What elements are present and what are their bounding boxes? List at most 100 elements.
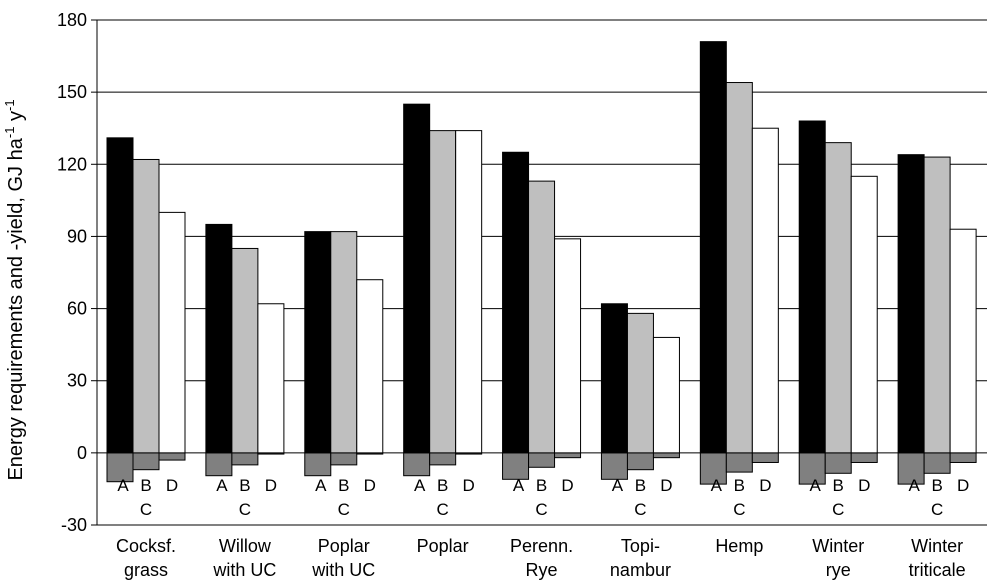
bar-letter: A [315,476,327,495]
category-label: rye [826,560,851,580]
category-label: triticale [909,560,966,580]
bar-b [725,82,753,454]
y-tick-label: 120 [57,154,87,174]
bar-negative [403,452,431,477]
bar-negative [798,452,826,485]
category-labels: Cocksf. grass Willow with UC Poplar with UC Po… [116,536,966,580]
bar-a [205,223,233,454]
bar-letter: A [711,476,723,495]
bar-letter: D [561,476,573,495]
bar-d [949,228,977,454]
bar-letter: A [908,476,920,495]
bar-d [751,127,779,454]
bar-d [652,336,680,454]
category-label: Poplar [417,536,469,556]
bar-negative [626,452,654,471]
bar-letter: D [166,476,178,495]
bar-letter: A [117,476,129,495]
bar-negative [751,452,779,463]
bar-negative [304,452,332,477]
bar-negative [824,452,852,474]
bar-negative [725,452,753,473]
bar-letter: D [364,476,376,495]
y-tick-label: -30 [61,515,87,535]
bar-b [132,158,160,454]
bar-b [626,312,654,454]
bar-letter: B [734,476,745,495]
bar-d [356,279,384,454]
category-label: with UC [212,560,276,580]
category-label: with UC [311,560,375,580]
category-label: Rye [526,560,558,580]
bar-letter: B [338,476,349,495]
bar-letter: C [338,500,350,519]
bar-letter: B [437,476,448,495]
y-tick-labels: 180 150 120 90 60 30 0 -30 [57,10,87,535]
y-axis-label: Energy requirements and -yield, GJ ha-1 … [2,99,27,480]
bar-letter: A [612,476,624,495]
category-label: Perenn. [510,536,573,556]
y-tick-label: 90 [67,226,87,246]
category-label: Topi- [621,536,660,556]
bar-d [257,303,285,454]
bar-a [600,303,628,454]
bar-letter: B [833,476,844,495]
bar-b [528,180,556,454]
category-label: grass [124,560,168,580]
bar-letter: A [414,476,426,495]
bar-letter: D [265,476,277,495]
bar-negative [528,452,556,468]
bar-negative [949,452,977,463]
bar-negative [897,452,925,485]
bar-letter: B [536,476,547,495]
bar-letter: B [239,476,250,495]
bar-b [330,231,358,454]
bar-letter-labels: A B DCA B DCA B DCA B DCA B DCA B DCA B DCA B DCA B DC [117,476,969,519]
axes [91,19,987,526]
category-label: Cocksf. [116,536,176,556]
bar-letter: A [810,476,822,495]
category-label: Hemp [715,536,763,556]
category-label: Winter [911,536,963,556]
bar-a [403,103,431,454]
bar-negative [106,452,134,483]
bar-b [429,130,457,454]
bar-letter: B [635,476,646,495]
bar-letter: A [513,476,525,495]
bar-a [897,154,925,454]
bar-d [850,175,878,454]
category-label: nambur [610,560,671,580]
bar-a [798,120,826,454]
bar-a [699,41,727,454]
bar-negative [330,452,358,466]
bar-letter: C [239,500,251,519]
bar-negative [554,452,582,459]
bar-negative [205,452,233,477]
bar-letter: D [957,476,969,495]
bar-letter: C [634,500,646,519]
bar-negative [231,452,259,466]
bar-negative [652,452,680,459]
bar-letter: D [463,476,475,495]
y-tick-label: 0 [77,443,87,463]
bar-d [554,238,582,454]
bar-negative [429,452,457,466]
category-label: Poplar [318,536,370,556]
bar-negative [158,452,186,461]
category-label: Willow [219,536,272,556]
y-tick-label: 30 [67,371,87,391]
bar-negative [923,452,951,474]
bar-letter: B [140,476,151,495]
bar-letter: A [216,476,228,495]
bar-a [106,137,134,454]
bar-a [502,151,530,454]
bar-letter: C [931,500,943,519]
bar-letter: C [140,500,152,519]
bar-a [304,231,332,454]
y-tick-label: 180 [57,10,87,30]
category-label: Winter [812,536,864,556]
bar-negative [132,452,160,471]
bar-letter: C [832,500,844,519]
bar-letter: C [437,500,449,519]
